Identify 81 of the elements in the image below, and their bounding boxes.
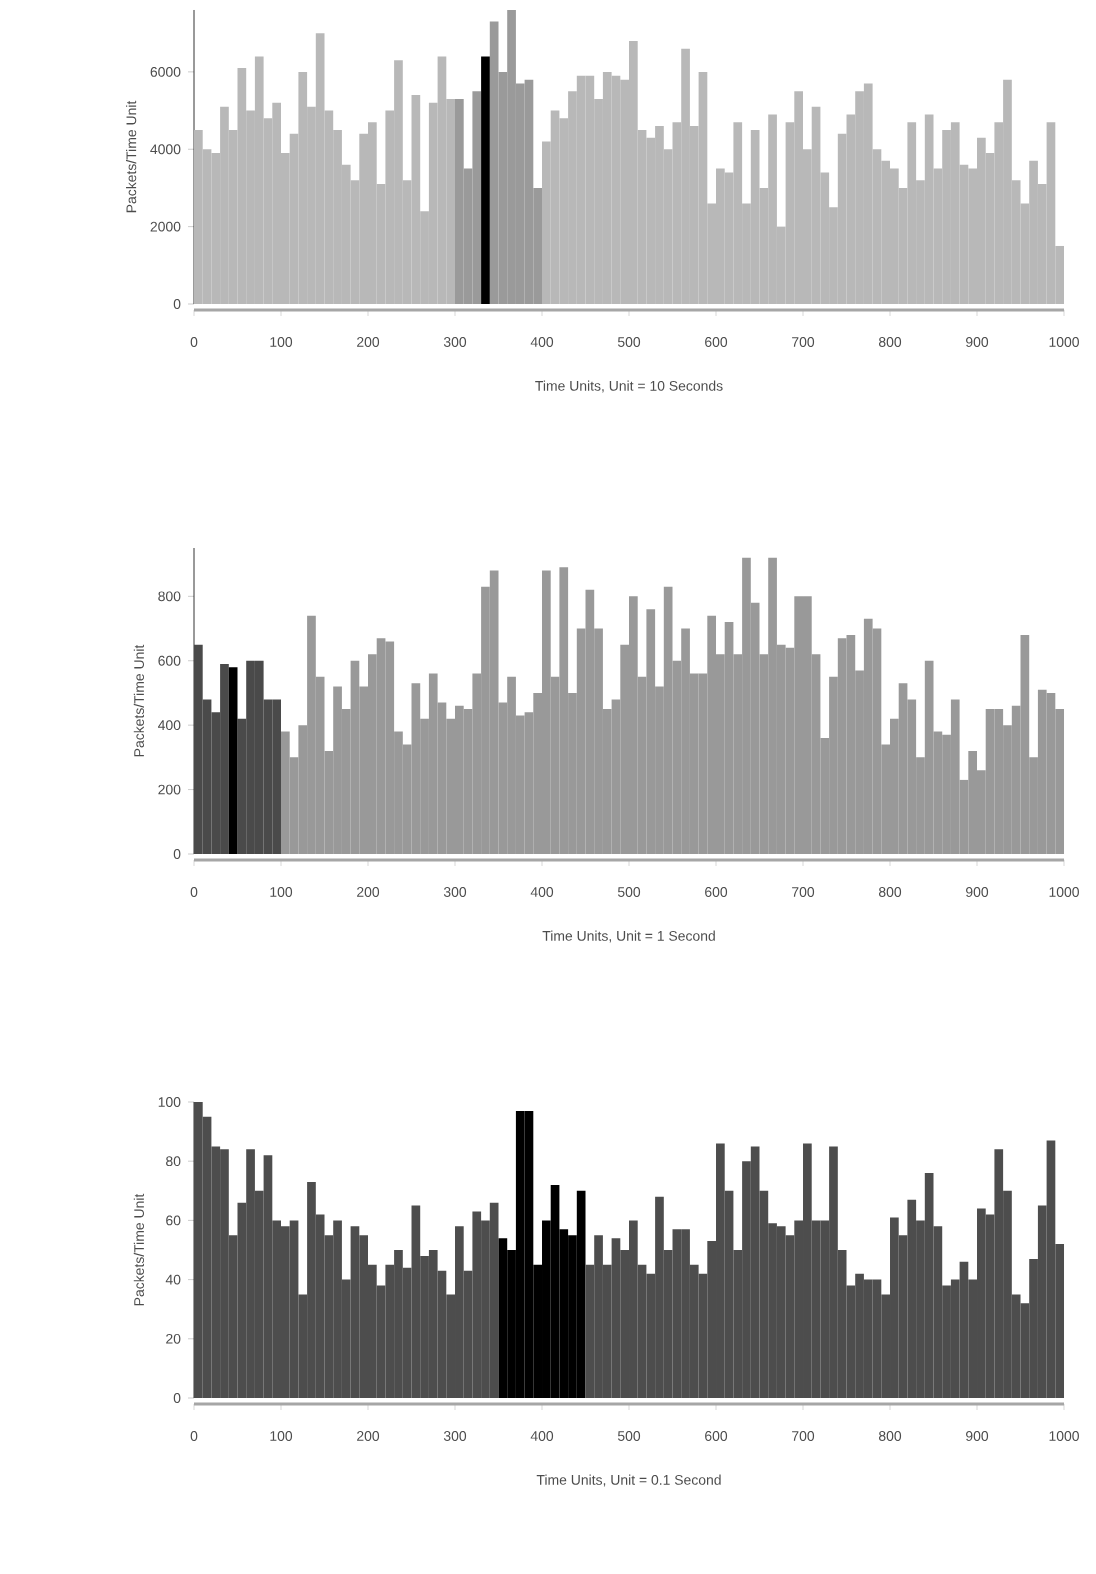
bar: [489, 570, 499, 854]
bar: [437, 56, 447, 304]
bar: [994, 709, 1004, 854]
bar: [298, 71, 308, 304]
bar: [724, 622, 734, 854]
bar: [872, 1279, 882, 1398]
bar: [794, 91, 804, 304]
bar: [907, 122, 917, 304]
bar: [985, 709, 995, 854]
bar: [994, 1149, 1004, 1398]
bar: [1037, 689, 1047, 854]
bar: [585, 75, 595, 304]
bar: [524, 79, 534, 304]
bar: [194, 1101, 203, 1398]
bar: [1046, 122, 1056, 304]
bar: [672, 1229, 682, 1398]
bar: [428, 1250, 438, 1398]
bar: [750, 129, 760, 304]
bar: [924, 660, 934, 854]
bar: [289, 1220, 299, 1398]
bar: [646, 609, 656, 854]
bar: [489, 21, 499, 304]
bar: [907, 1199, 917, 1398]
bar: [837, 638, 847, 854]
bar: [950, 122, 960, 304]
bar: [428, 673, 438, 854]
bar: [924, 1173, 934, 1398]
bar: [576, 75, 586, 304]
bar: [411, 683, 421, 854]
bar: [863, 83, 873, 304]
bar: [281, 731, 290, 854]
bar: [611, 75, 621, 304]
bar: [663, 586, 673, 854]
bar: [611, 1238, 621, 1398]
bar: [350, 660, 360, 854]
bar: [1020, 634, 1030, 854]
bar: [585, 589, 595, 854]
bar: [794, 596, 804, 854]
bar: [254, 660, 264, 854]
bar: [472, 1211, 482, 1398]
bar: [515, 1110, 525, 1398]
bar: [550, 1184, 560, 1398]
bar: [550, 110, 560, 304]
bar: [707, 615, 717, 854]
bar: [194, 129, 203, 304]
bar: [411, 95, 421, 304]
bar: [254, 56, 264, 304]
bar: [959, 1261, 969, 1398]
bar: [1046, 692, 1056, 854]
bar: [1046, 1140, 1056, 1398]
bar: [472, 91, 482, 304]
bar: [863, 1279, 873, 1398]
bar: [950, 699, 960, 854]
bar: [698, 71, 708, 304]
bar: [863, 618, 873, 854]
bar: [498, 1238, 508, 1398]
bar: [455, 98, 464, 304]
bar: [602, 71, 612, 304]
bar: [846, 634, 856, 854]
bar: [576, 1190, 586, 1398]
bar: [385, 641, 395, 854]
bar: [811, 106, 821, 304]
bar: [376, 638, 386, 854]
bar: [733, 122, 743, 304]
bar: [750, 1146, 760, 1398]
bar: [411, 1205, 421, 1398]
bar: [968, 750, 978, 854]
bar: [237, 68, 247, 304]
bar: [924, 114, 934, 304]
bar: [194, 644, 203, 854]
bar: [489, 1202, 499, 1398]
bar: [350, 1226, 360, 1398]
bar: [263, 1155, 273, 1398]
bar: [524, 1110, 534, 1398]
bar: [228, 667, 238, 854]
bar: [481, 56, 490, 304]
bar: [315, 33, 325, 304]
bar: [272, 699, 281, 854]
bar: [898, 683, 908, 854]
bar: [776, 1226, 786, 1398]
bar: [559, 567, 569, 854]
